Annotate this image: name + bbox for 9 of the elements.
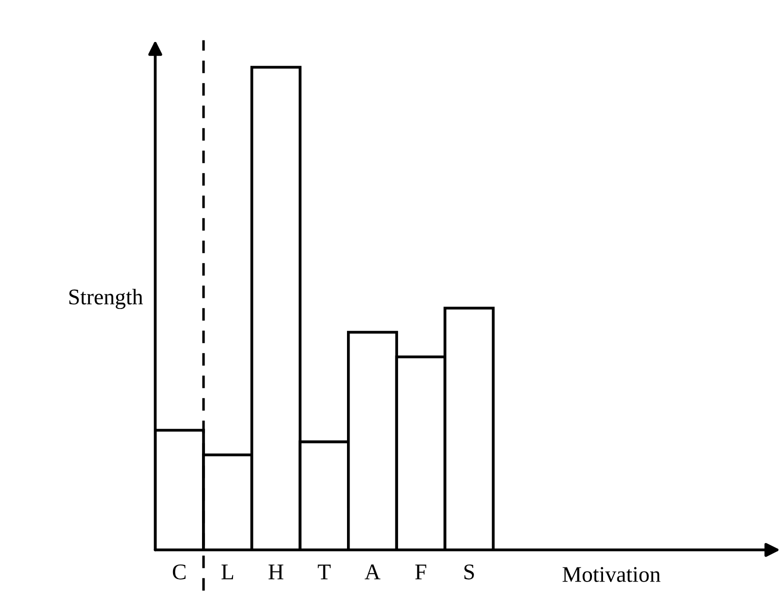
x-tick-label: C: [172, 564, 186, 580]
x-tick-label: S: [464, 564, 474, 580]
x-axis-title: Motivation: [562, 567, 660, 582]
x-tick-label: F: [415, 564, 426, 580]
y-axis-title: Strength: [69, 288, 143, 310]
x-tick-label: T: [318, 564, 331, 580]
x-tick-label: A: [364, 564, 380, 580]
x-tick-label: H: [268, 564, 284, 580]
x-tick-label: L: [222, 564, 234, 580]
